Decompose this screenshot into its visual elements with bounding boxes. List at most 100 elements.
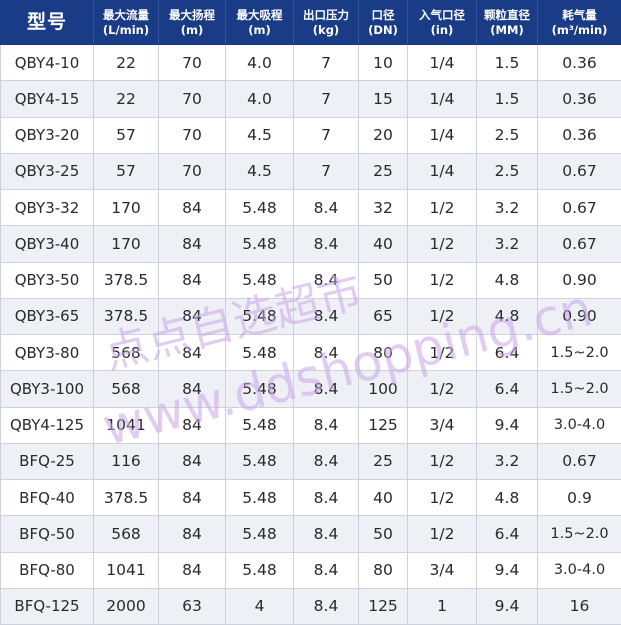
spec-cell: 0.36 — [538, 117, 621, 153]
spec-cell: 100 — [359, 371, 408, 407]
spec-cell: 8.4 — [294, 226, 359, 262]
spec-cell: 84 — [159, 516, 226, 552]
spec-cell: 10 — [359, 45, 408, 81]
spec-cell: 4.8 — [477, 480, 538, 516]
spec-cell: 8.4 — [294, 480, 359, 516]
spec-cell: 1/2 — [408, 262, 477, 298]
spec-cell: 80 — [359, 335, 408, 371]
spec-cell: 70 — [159, 153, 226, 189]
spec-cell: 568 — [94, 516, 159, 552]
spec-cell: 1.5~2.0 — [538, 371, 621, 407]
model-cell: QBY4-125 — [1, 407, 94, 443]
spec-cell: 8.4 — [294, 443, 359, 479]
spec-cell: 57 — [94, 117, 159, 153]
spec-cell: 568 — [94, 371, 159, 407]
spec-cell: 84 — [159, 443, 226, 479]
spec-cell: 378.5 — [94, 262, 159, 298]
spec-cell: 2000 — [94, 588, 159, 624]
spec-cell: 1/4 — [408, 153, 477, 189]
header-outlet-pressure: 出口压力(kg) — [294, 1, 359, 45]
spec-cell: 0.36 — [538, 45, 621, 81]
spec-cell: 5.48 — [226, 335, 294, 371]
model-cell: QBY3-20 — [1, 117, 94, 153]
model-cell: BFQ-40 — [1, 480, 94, 516]
spec-cell: 8.4 — [294, 407, 359, 443]
spec-cell: 1041 — [94, 552, 159, 588]
spec-cell: 1/2 — [408, 190, 477, 226]
header-particle-diameter-label: 颗粒直径 — [477, 8, 537, 23]
header-row: 型号 最大流量(L/min) 最大扬程(m) 最大吸程(m) 出口压力(kg) … — [1, 1, 621, 45]
spec-cell: 5.48 — [226, 298, 294, 334]
header-max-suction-unit: (m) — [226, 23, 293, 38]
spec-cell: 7 — [294, 81, 359, 117]
model-cell: QBY3-50 — [1, 262, 94, 298]
spec-cell: 8.4 — [294, 588, 359, 624]
spec-cell: 1/2 — [408, 298, 477, 334]
spec-cell: 378.5 — [94, 298, 159, 334]
spec-cell: 378.5 — [94, 480, 159, 516]
spec-cell: 1/4 — [408, 45, 477, 81]
spec-cell: 6.4 — [477, 335, 538, 371]
spec-cell: 15 — [359, 81, 408, 117]
spec-cell: 5.48 — [226, 262, 294, 298]
spec-cell: 4.8 — [477, 262, 538, 298]
spec-cell: 7 — [294, 45, 359, 81]
spec-cell: 84 — [159, 407, 226, 443]
spec-cell: 0.67 — [538, 226, 621, 262]
header-outlet-pressure-label: 出口压力 — [294, 8, 358, 23]
spec-cell: 1/2 — [408, 443, 477, 479]
spec-cell: 0.9 — [538, 480, 621, 516]
header-bore: 口径(DN) — [359, 1, 408, 45]
spec-cell: 25 — [359, 443, 408, 479]
spec-cell: 7 — [294, 153, 359, 189]
model-cell: QBY3-80 — [1, 335, 94, 371]
spec-cell: 6.4 — [477, 516, 538, 552]
spec-cell: 170 — [94, 226, 159, 262]
spec-cell: 5.48 — [226, 407, 294, 443]
spec-cell: 4.5 — [226, 117, 294, 153]
spec-cell: 1/2 — [408, 226, 477, 262]
spec-cell: 1/2 — [408, 371, 477, 407]
spec-cell: 1041 — [94, 407, 159, 443]
spec-cell: 84 — [159, 262, 226, 298]
spec-cell: 1/2 — [408, 335, 477, 371]
spec-cell: 2.5 — [477, 153, 538, 189]
header-max-flow-label: 最大流量 — [94, 8, 158, 23]
spec-cell: 2.5 — [477, 117, 538, 153]
spec-cell: 4 — [226, 588, 294, 624]
header-bore-unit: (DN) — [359, 23, 407, 38]
spec-cell: 568 — [94, 335, 159, 371]
spec-cell: 125 — [359, 588, 408, 624]
spec-cell: 3/4 — [408, 552, 477, 588]
header-outlet-pressure-unit: (kg) — [294, 23, 358, 38]
spec-cell: 6.4 — [477, 371, 538, 407]
spec-cell: 1/2 — [408, 516, 477, 552]
header-air-inlet-unit: (in) — [408, 23, 476, 38]
spec-cell: 25 — [359, 153, 408, 189]
spec-cell: 1.5 — [477, 45, 538, 81]
spec-cell: 7 — [294, 117, 359, 153]
spec-cell: 50 — [359, 262, 408, 298]
spec-cell: 22 — [94, 81, 159, 117]
header-model: 型号 — [1, 1, 94, 45]
spec-cell: 1.5~2.0 — [538, 516, 621, 552]
header-air-consumption-unit: (m³/min) — [538, 23, 621, 38]
spec-cell: 4.0 — [226, 81, 294, 117]
spec-cell: 5.48 — [226, 371, 294, 407]
spec-cell: 70 — [159, 117, 226, 153]
header-max-suction: 最大吸程(m) — [226, 1, 294, 45]
model-cell: QBY3-40 — [1, 226, 94, 262]
spec-cell: 40 — [359, 226, 408, 262]
spec-cell: 3.2 — [477, 226, 538, 262]
spec-cell: 3.2 — [477, 190, 538, 226]
spec-cell: 8.4 — [294, 516, 359, 552]
spec-cell: 65 — [359, 298, 408, 334]
spec-cell: 3.2 — [477, 443, 538, 479]
